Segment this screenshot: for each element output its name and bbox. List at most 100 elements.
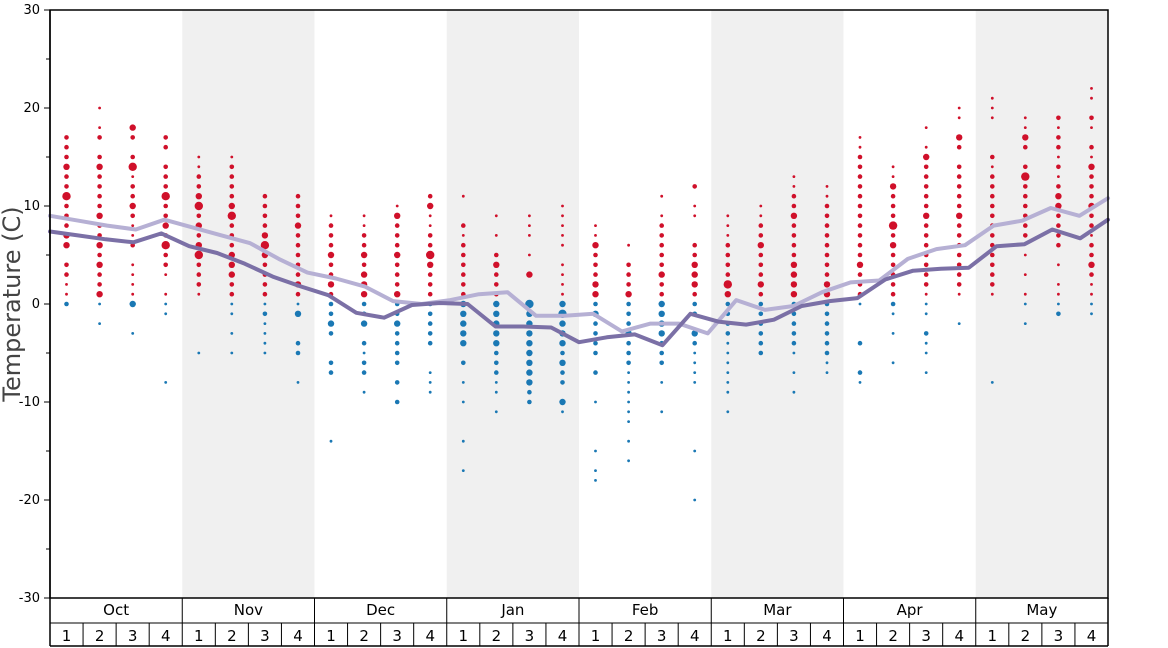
temperature-dot	[1089, 184, 1094, 189]
temperature-dot	[990, 154, 995, 160]
temperature-dot	[857, 370, 863, 375]
temperature-dot	[97, 174, 102, 179]
temperature-dot	[230, 332, 234, 335]
temperature-dot	[394, 251, 401, 259]
temperature-dot	[526, 349, 533, 357]
temperature-dot	[1088, 261, 1095, 268]
month-label-jan: Jan	[500, 601, 524, 619]
temperature-dot	[627, 371, 630, 374]
temperature-dot	[494, 252, 499, 258]
temperature-dot	[427, 272, 433, 277]
temperature-dot	[97, 135, 102, 140]
temperature-dot	[526, 340, 533, 347]
temperature-dot	[1089, 242, 1094, 248]
temperature-dot	[1057, 126, 1060, 129]
average-lines	[48, 196, 1110, 348]
temperature-dot	[857, 233, 863, 238]
temperature-dot	[1023, 223, 1028, 228]
temperature-dot	[824, 262, 830, 268]
temperature-dot	[161, 241, 170, 250]
temperature-dot	[692, 252, 697, 258]
temperature-dot	[824, 340, 830, 346]
temperature-dot	[759, 204, 763, 208]
temperature-dot	[626, 321, 631, 326]
temperature-dot	[1090, 302, 1093, 306]
temperature-dot	[229, 242, 235, 248]
temperature-dot	[295, 213, 301, 219]
temperature-dot	[957, 322, 961, 325]
temperature-dot	[1090, 312, 1093, 316]
temperature-dot	[824, 203, 830, 209]
temperature-dot	[494, 370, 499, 375]
temperature-dot	[1057, 283, 1060, 286]
temperature-dot	[295, 242, 301, 248]
temperature-dot	[857, 340, 863, 346]
temperature-dot	[131, 224, 135, 228]
temperature-dot	[526, 359, 533, 366]
week-label: 3	[260, 627, 270, 645]
temperature-dot	[129, 202, 136, 210]
temperature-dot	[559, 359, 566, 366]
temperature-dot	[659, 350, 664, 356]
temperature-dot	[857, 252, 863, 258]
temperature-dot	[131, 175, 135, 179]
y-tick-label: 10	[23, 199, 40, 214]
temperature-dot	[197, 165, 201, 169]
temperature-dot	[328, 311, 334, 317]
temperature-dot	[196, 184, 202, 189]
temperature-dot	[891, 332, 895, 335]
temperature-dot	[131, 273, 135, 276]
temperature-dot	[990, 193, 995, 199]
temperature-dot	[327, 281, 335, 288]
temperature-dot	[196, 282, 202, 287]
temperature-dot	[725, 262, 731, 268]
week-label: 1	[988, 627, 998, 645]
temperature-dot	[758, 291, 764, 297]
temperature-dot	[229, 282, 235, 287]
temperature-dot	[858, 302, 862, 306]
temperature-dot	[229, 164, 235, 170]
temperature-dot	[362, 390, 366, 394]
temperature-dot	[726, 390, 730, 394]
temperature-dot	[1056, 223, 1061, 228]
temperature-dot	[923, 153, 930, 161]
temperature-dot	[957, 292, 961, 296]
temperature-dot	[1023, 322, 1027, 325]
line-light-series	[48, 196, 1110, 336]
temperature-dot	[659, 252, 664, 258]
temperature-dot	[990, 282, 995, 287]
temperature-dot	[824, 350, 830, 356]
temperature-dot	[627, 381, 630, 384]
month-label-mar: Mar	[763, 601, 792, 619]
temperature-dot	[857, 184, 863, 189]
temperature-dot	[660, 381, 664, 384]
temperature-dot	[129, 124, 136, 131]
month-band-nov	[182, 10, 315, 598]
temperature-dot	[394, 360, 400, 366]
temperature-dot	[361, 370, 367, 375]
temperature-dot	[956, 134, 963, 141]
temperature-dot	[559, 320, 566, 327]
temperature-dot	[362, 224, 366, 228]
temperature-dot	[594, 224, 597, 228]
temperature-dot	[659, 233, 664, 238]
temperature-dot	[593, 370, 598, 375]
temperature-dot	[1023, 193, 1028, 199]
temperature-dot	[361, 262, 367, 268]
temperature-dot	[64, 154, 69, 160]
temperature-dot	[791, 223, 797, 228]
temperature-dot	[130, 135, 135, 140]
temperature-dot	[493, 310, 500, 317]
temperature-dot	[1090, 155, 1093, 159]
y-tick-label: 0	[32, 297, 40, 312]
temperature-dot	[891, 312, 895, 316]
temperature-dot	[791, 193, 797, 199]
temperature-dot	[1057, 302, 1060, 306]
temperature-dot	[494, 410, 498, 414]
y-axis-label: Temperature (C)	[0, 206, 26, 402]
temperature-dot	[427, 261, 434, 268]
temperature-dot	[96, 212, 103, 219]
temperature-dot	[593, 321, 598, 326]
temperature-dot	[361, 360, 367, 366]
temperature-dot	[923, 233, 929, 238]
